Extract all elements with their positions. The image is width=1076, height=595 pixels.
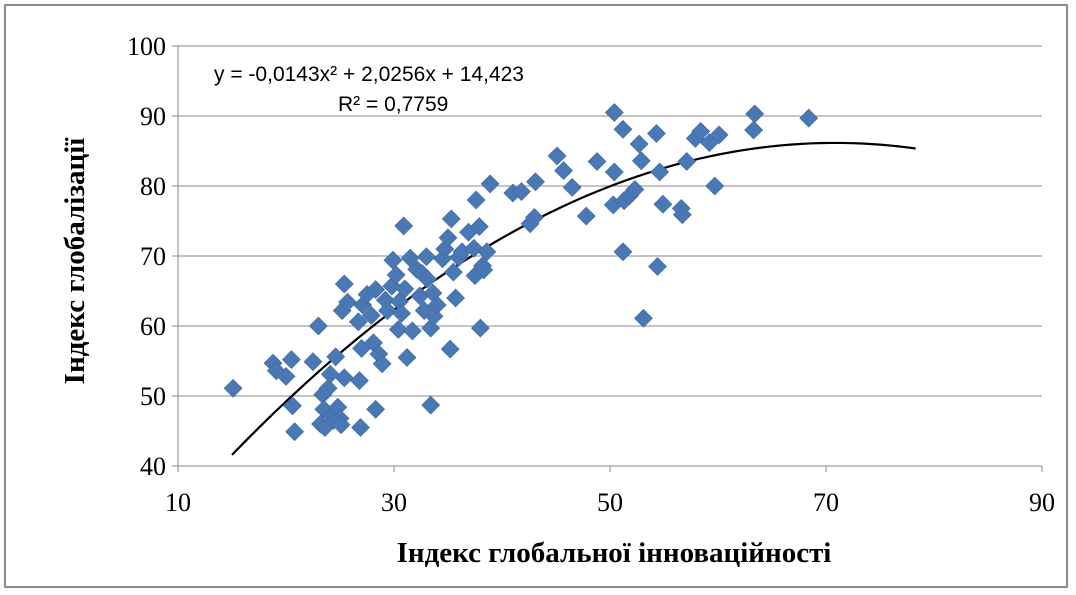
gridlines (178, 45, 1042, 397)
data-point (470, 318, 490, 338)
data-point (631, 151, 651, 171)
data-point (366, 399, 386, 419)
data-point (441, 209, 461, 229)
data-point (421, 395, 441, 415)
scatter-chart: 40 50 60 70 80 90 100 10 30 50 70 90 y = -0,0143x² … (59, 32, 1055, 569)
data-point (366, 280, 386, 300)
data-point (372, 354, 392, 374)
data-point (587, 152, 607, 171)
data-point (388, 320, 408, 339)
y-tick-label: 90 (140, 102, 166, 131)
data-point (672, 205, 692, 225)
trendline-curve (231, 141, 916, 456)
x-tick-label: 70 (813, 488, 839, 517)
data-point (625, 180, 645, 199)
data-point (351, 418, 370, 437)
data-point (554, 161, 573, 181)
y-axis-title: Індекс глобалізації (59, 137, 91, 385)
y-tick-label: 100 (127, 32, 166, 61)
data-point (464, 238, 484, 258)
data-point (397, 348, 417, 367)
data-point (440, 339, 460, 359)
data-point (474, 260, 494, 280)
y-tick-label: 40 (140, 452, 166, 481)
x-tick-label: 30 (381, 488, 407, 517)
data-point (443, 262, 463, 282)
y-tick-label: 80 (140, 172, 166, 201)
data-point (318, 378, 338, 398)
data-point (799, 108, 819, 128)
data-point (613, 242, 633, 262)
data-point (378, 301, 397, 321)
data-point (416, 247, 436, 267)
x-tick-label: 10 (165, 488, 191, 517)
data-point (526, 172, 545, 192)
data-points (223, 103, 819, 442)
data-point (547, 146, 567, 166)
data-point (524, 208, 544, 227)
data-point (634, 308, 653, 328)
trendline-equation: y = -0,0143x² + 2,0256x + 14,423 (214, 63, 524, 86)
data-point (334, 368, 354, 388)
data-point (338, 292, 357, 312)
y-tick-label: 60 (140, 312, 166, 341)
data-point (361, 306, 381, 325)
data-point (395, 279, 415, 299)
data-point (348, 312, 368, 332)
tick-labels: 40 50 60 70 80 90 100 10 30 50 70 90 (127, 32, 1055, 517)
data-point (283, 396, 302, 416)
data-point (303, 352, 323, 372)
data-point (394, 216, 414, 236)
data-point (648, 257, 667, 276)
data-point (477, 242, 497, 262)
data-point (410, 286, 430, 306)
data-point (613, 119, 633, 139)
data-point (745, 104, 765, 124)
data-point (386, 265, 406, 285)
data-point (308, 316, 328, 336)
data-point (320, 364, 340, 384)
data-point (691, 121, 711, 141)
data-point (647, 124, 666, 143)
trendline (231, 141, 916, 456)
data-point (285, 422, 305, 442)
data-point (480, 174, 500, 194)
data-point (392, 303, 411, 323)
x-tick-label: 90 (1029, 488, 1055, 517)
data-point (402, 321, 422, 341)
data-point (350, 371, 369, 391)
data-point (383, 250, 403, 270)
data-point (276, 366, 296, 386)
chart-frame: 40 50 60 70 80 90 100 10 30 50 70 90 y = -0,0143x² … (4, 4, 1068, 588)
data-point (653, 194, 673, 214)
y-tick-label: 50 (140, 382, 166, 411)
data-point (744, 120, 764, 140)
data-point (446, 288, 465, 308)
data-point (466, 190, 486, 210)
data-point (629, 134, 649, 154)
x-tick-label: 50 (597, 488, 623, 517)
data-point (677, 152, 697, 171)
y-tick-label: 70 (140, 242, 166, 271)
data-point (334, 274, 354, 294)
data-point (604, 103, 624, 122)
data-point (223, 378, 243, 398)
data-point (512, 182, 531, 202)
data-point (576, 206, 596, 226)
data-point (604, 162, 624, 182)
trendline-r2: R² = 0,7759 (338, 93, 448, 116)
axes (172, 45, 1043, 472)
x-axis-title: Індекс глобальної інноваційності (397, 537, 832, 569)
data-point (438, 228, 458, 248)
data-point (705, 176, 725, 196)
data-point (709, 125, 729, 145)
data-point (418, 269, 437, 289)
data-point (562, 177, 582, 197)
data-point (427, 295, 447, 315)
data-point (331, 415, 351, 435)
data-point (281, 350, 301, 370)
data-point (469, 217, 489, 237)
data-point (650, 162, 670, 182)
data-point (326, 347, 346, 367)
